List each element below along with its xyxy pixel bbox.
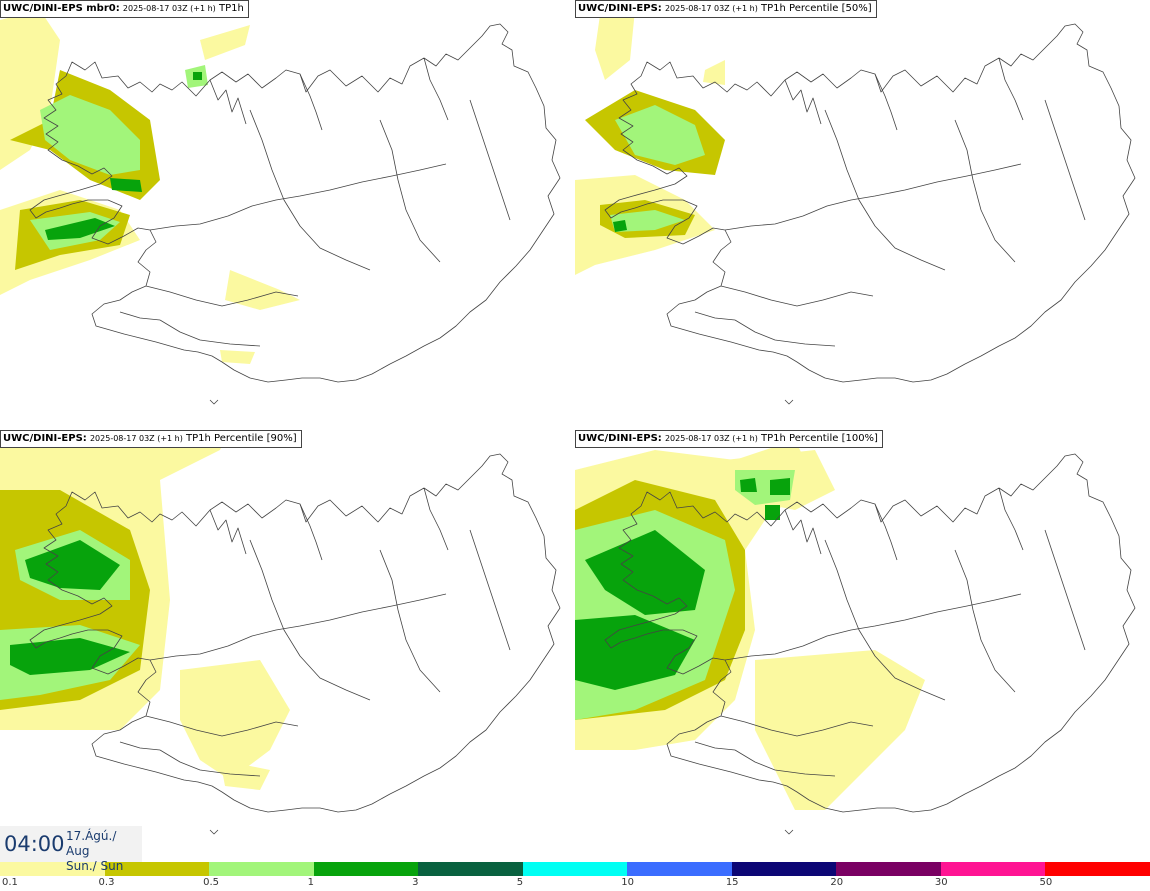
- model-label: UWC/DINI-EPS:: [578, 3, 662, 14]
- colorbar-tick-label: 20: [830, 877, 844, 888]
- colorbar-swatch: [627, 862, 732, 876]
- field-label: TP1h Percentile [100%]: [761, 433, 878, 444]
- colorbar-tick-label: 10: [621, 877, 634, 888]
- precip-map-svg: [0, 10, 561, 405]
- run-label: 2025-08-17 03Z (+1 h): [664, 434, 758, 443]
- colorbar-swatch: [418, 862, 523, 876]
- panel-title: UWC/DINI-EPS mbr0: 2025-08-17 03Z (+1 h)…: [0, 0, 249, 18]
- colorbar-tick-label: 30: [934, 877, 948, 888]
- colorbar-tick-label: 15: [725, 877, 739, 888]
- model-label: UWC/DINI-EPS:: [578, 433, 662, 444]
- valid-date-line2: Sun./ Sun: [66, 859, 124, 873]
- colorbar-tick-label: 3: [412, 877, 419, 888]
- model-label: UWC/DINI-EPS:: [3, 433, 87, 444]
- colorbar-swatch: [104, 862, 210, 876]
- colorbar-swatch: [1045, 862, 1150, 876]
- precip-map-svg: [0, 430, 561, 835]
- colorbar-tick-label: 0.1: [2, 877, 18, 888]
- map-panel-percentile-100: UWC/DINI-EPS: 2025-08-17 03Z (+1 h) TP1h…: [575, 430, 1150, 860]
- precip-colorbar: [0, 862, 1150, 876]
- run-label: 2025-08-17 03Z (+1 h): [122, 4, 216, 13]
- map-panel-member0: UWC/DINI-EPS mbr0: 2025-08-17 03Z (+1 h)…: [0, 0, 575, 430]
- map-panel-percentile-50: UWC/DINI-EPS: 2025-08-17 03Z (+1 h) TP1h…: [575, 0, 1150, 430]
- field-label: TP1h Percentile [50%]: [761, 3, 872, 14]
- map-panel-percentile-90: UWC/DINI-EPS: 2025-08-17 03Z (+1 h) TP1h…: [0, 430, 575, 860]
- colorbar-swatch: [731, 862, 837, 876]
- panel-title: UWC/DINI-EPS: 2025-08-17 03Z (+1 h) TP1h…: [0, 430, 302, 448]
- run-label: 2025-08-17 03Z (+1 h): [664, 4, 758, 13]
- precip-map-svg: [575, 440, 1136, 835]
- run-label: 2025-08-17 03Z (+1 h): [89, 434, 183, 443]
- valid-date-line1: 17.Ágú./ Aug: [66, 829, 117, 858]
- colorbar-swatch: [836, 862, 941, 876]
- colorbar-swatch: [522, 862, 628, 876]
- model-label: UWC/DINI-EPS mbr0:: [3, 3, 120, 14]
- colorbar-tick-label: 0.5: [203, 877, 219, 888]
- colorbar-swatch: [0, 862, 105, 876]
- colorbar-tick-label: 50: [1039, 877, 1053, 888]
- colorbar-swatch: [940, 862, 1046, 876]
- field-label: TP1h: [218, 3, 244, 14]
- field-label: TP1h Percentile [90%]: [186, 433, 297, 444]
- panel-title: UWC/DINI-EPS: 2025-08-17 03Z (+1 h) TP1h…: [575, 0, 877, 18]
- colorbar-tick-label: 1: [307, 877, 314, 888]
- colorbar-ticks: 0.1 0.3 0.5 1 3 5 10 15 20 30 50: [0, 876, 1150, 891]
- colorbar-tick-label: 5: [516, 877, 524, 888]
- colorbar-tick-label: 0.3: [98, 877, 115, 888]
- valid-time-box: 04:00 17.Ágú./ Aug Sun./ Sun: [0, 826, 142, 873]
- colorbar-swatch: [209, 862, 314, 876]
- precip-map-svg: [575, 10, 1136, 405]
- valid-time: 04:00: [4, 832, 65, 856]
- panel-title: UWC/DINI-EPS: 2025-08-17 03Z (+1 h) TP1h…: [575, 430, 883, 448]
- colorbar-swatch: [313, 862, 419, 876]
- valid-date: 17.Ágú./ Aug Sun./ Sun: [66, 829, 142, 874]
